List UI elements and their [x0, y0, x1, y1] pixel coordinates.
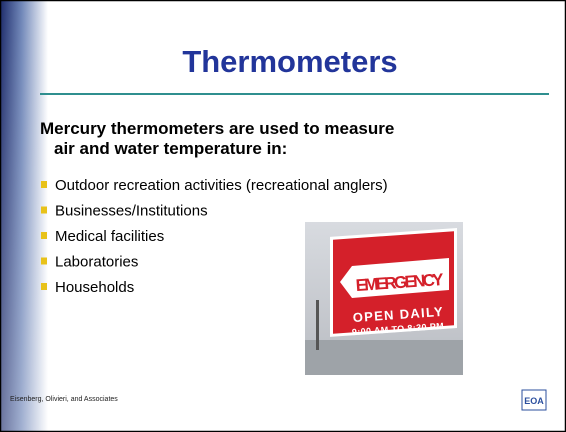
- bullet-marker: [41, 283, 47, 290]
- logo: EOA: [524, 396, 544, 406]
- bullet-marker: [41, 232, 47, 239]
- bullet-list: Outdoor recreation activities (recreatio…: [41, 177, 388, 296]
- bullet-marker: [41, 257, 47, 265]
- sign-photo: EMERGENCY OPEN DAILY 9:00 AM TO 8:30 PM: [305, 222, 463, 375]
- bullet-text: Laboratories: [55, 254, 138, 271]
- bullet-marker: [41, 181, 47, 188]
- logo-box: [521, 389, 547, 411]
- bullet-text: Households: [55, 279, 134, 296]
- side-band-shade: [0, 0, 48, 432]
- bullet-text: Businesses/Institutions: [55, 203, 208, 220]
- pole: [316, 300, 319, 350]
- bullet-marker: [41, 206, 47, 214]
- heading-line: Mercury thermometers are used to measure: [40, 119, 394, 138]
- sign-arrow: [340, 258, 449, 298]
- photo-ground: [305, 340, 463, 375]
- heading-line: air and water temperature in:: [54, 139, 287, 158]
- title: Thermometers: [182, 44, 397, 79]
- bullet-text: Medical facilities: [55, 228, 164, 245]
- sign-text: OPEN DAILY: [352, 304, 443, 325]
- bullet-text: Outdoor recreation activities (recreatio…: [55, 177, 388, 194]
- footer: Eisenberg, Olivieri, and Associates: [10, 396, 118, 403]
